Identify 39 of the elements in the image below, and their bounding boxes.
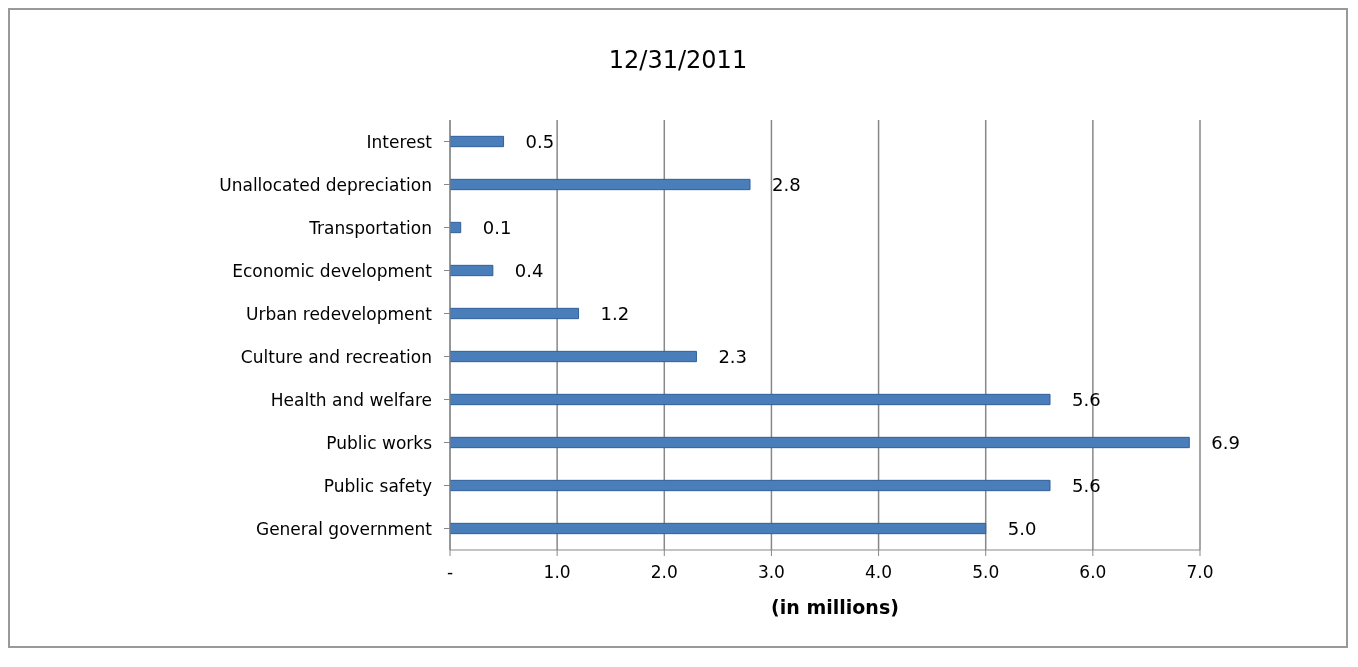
data-label: 0.4: [514, 259, 544, 281]
y-tick-label: Culture and recreation: [240, 346, 432, 367]
bar: [450, 393, 1051, 406]
data-label: 2.8: [772, 173, 801, 195]
data-label: 0.5: [525, 130, 555, 152]
data-label: 5.6: [1072, 388, 1101, 410]
y-tick-label: Interest: [366, 131, 433, 152]
chart-title: 12/31/2011: [607, 46, 749, 74]
x-tick-label: 3.0: [757, 562, 785, 583]
x-tick-label: 4.0: [865, 562, 893, 583]
y-tick-label: Transportation: [308, 217, 432, 238]
data-label: 5.6: [1072, 474, 1101, 496]
x-tick-label: 5.0: [972, 562, 1000, 583]
y-tick-label: Public works: [326, 432, 433, 453]
data-label: 2.3: [718, 345, 748, 367]
data-label: 5.0: [1007, 517, 1037, 539]
y-tick-label: Health and welfare: [270, 389, 432, 410]
data-label: 6.9: [1211, 431, 1240, 453]
y-tick-label: Urban redevelopment: [245, 303, 433, 324]
bar: [450, 436, 1190, 449]
bar: [450, 522, 987, 535]
bar: [450, 135, 505, 148]
x-tick-label: 7.0: [1186, 562, 1214, 583]
bar: [450, 264, 494, 277]
y-tick-label: Economic development: [232, 260, 433, 281]
y-tick-label: Public safety: [323, 475, 432, 496]
x-tick-label: 1.0: [543, 562, 571, 583]
data-label: 1.2: [600, 302, 630, 324]
bar: [450, 479, 1051, 492]
x-tick-label: 2.0: [650, 562, 678, 583]
bar: [450, 178, 751, 191]
bar: [450, 307, 580, 320]
x-axis-title: (in millions): [770, 596, 900, 618]
y-tick-label: Unallocated depreciation: [219, 174, 432, 195]
x-tick-label: 6.0: [1079, 562, 1107, 583]
data-label: 0.1: [482, 216, 512, 238]
x-tick-label: -: [446, 562, 454, 583]
bar: [450, 350, 697, 363]
y-tick-label: General government: [255, 518, 433, 539]
